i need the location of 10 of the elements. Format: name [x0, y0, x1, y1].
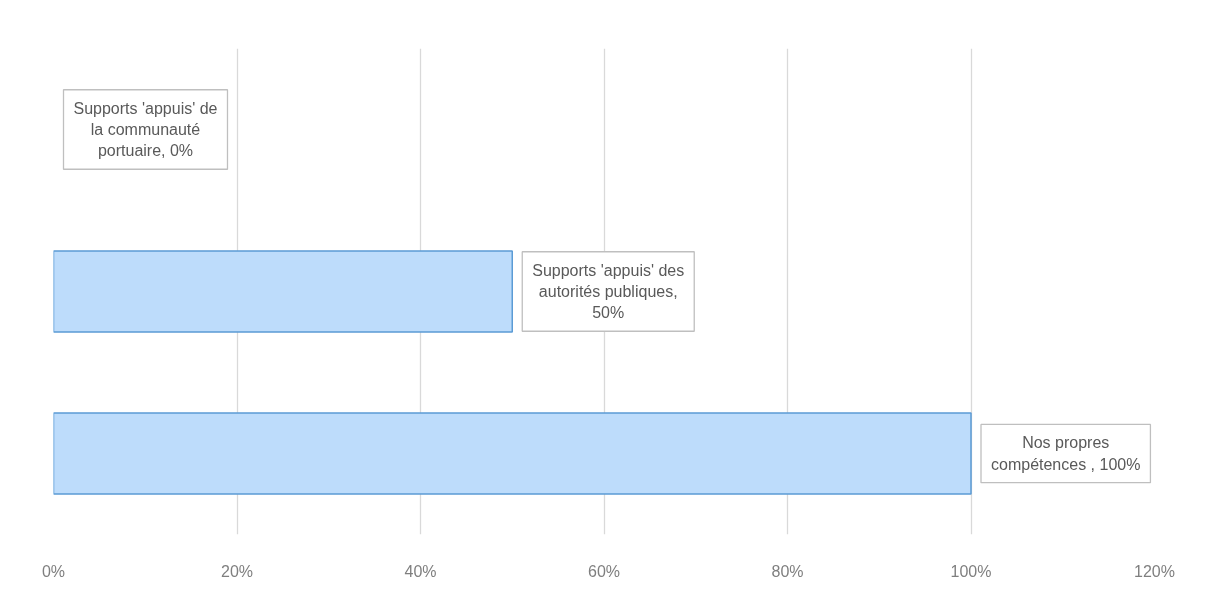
data-label: Supports 'appuis' des autorités publiques, 50%: [532, 261, 685, 322]
x-tick-label: 100%: [950, 562, 992, 580]
x-tick-label: 60%: [587, 562, 621, 580]
x-tick-label: 40%: [404, 562, 437, 580]
x-tick-label: 80%: [771, 562, 804, 580]
data-label: Supports 'appuis' de la communauté portuaire, 0%: [73, 99, 218, 160]
x-tick-label: 0%: [41, 562, 66, 580]
x-tick-label: 20%: [220, 562, 254, 580]
data-label: Nos propres compétences , 100%: [991, 434, 1141, 473]
x-tick-label: 120%: [1134, 562, 1175, 580]
